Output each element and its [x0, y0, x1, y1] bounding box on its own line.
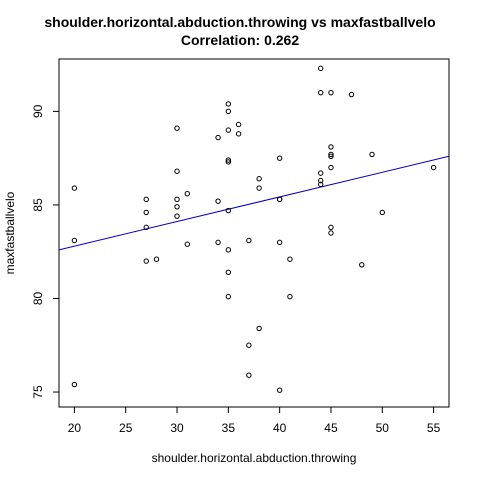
plot-frame: [58, 58, 450, 408]
x-tick-label: 55: [427, 421, 441, 435]
data-point: [318, 181, 324, 188]
data-point: [318, 170, 324, 176]
data-point: [328, 230, 334, 236]
data-point: [328, 153, 334, 159]
data-point: [328, 151, 334, 158]
y-tick-label: 85: [31, 198, 45, 212]
x-tick-label: 35: [222, 421, 236, 435]
y-tick-label: 80: [31, 291, 45, 305]
x-tick-label: 50: [376, 421, 390, 435]
data-point: [225, 108, 232, 115]
data-point: [379, 209, 385, 216]
data-point: [71, 237, 78, 244]
data-point: [287, 293, 293, 300]
regression-line: [58, 155, 450, 251]
y-tick-label: 90: [31, 104, 45, 118]
data-point: [184, 241, 190, 247]
data-point: [153, 256, 160, 262]
data-point: [348, 91, 355, 98]
data-point: [225, 157, 232, 163]
data-point: [318, 65, 324, 72]
data-point: [359, 262, 365, 268]
data-point: [225, 269, 232, 275]
data-point: [276, 196, 283, 203]
data-point: [276, 155, 283, 161]
y-axis-label: maxfastballvelo: [3, 191, 17, 274]
data-point: [71, 185, 78, 191]
x-tick-label: 40: [273, 421, 287, 435]
data-point: [276, 387, 283, 393]
data-point: [143, 224, 149, 231]
data-point: [174, 213, 180, 219]
data-point: [328, 144, 334, 150]
data-point: [225, 207, 232, 214]
data-point: [256, 176, 262, 182]
data-point: [143, 209, 149, 216]
data-point: [225, 293, 232, 300]
chart-title: shoulder.horizontal.abduction.throwing v…: [44, 14, 435, 30]
x-tick-label: 20: [68, 421, 82, 435]
data-point: [246, 237, 252, 244]
data-point: [215, 239, 221, 246]
data-point: [71, 381, 78, 388]
data-point: [369, 151, 375, 158]
data-point: [246, 342, 252, 348]
data-point: [174, 125, 180, 131]
data-point: [328, 89, 334, 96]
data-point: [215, 198, 221, 204]
data-points: [71, 65, 437, 393]
data-point: [184, 191, 190, 197]
x-axis: 20 25 30 35 40 45 50 55: [68, 407, 441, 435]
data-point: [143, 196, 149, 203]
data-point: [430, 164, 437, 171]
data-point: [276, 239, 283, 246]
data-point: [225, 127, 232, 133]
data-point: [235, 121, 242, 128]
data-point: [174, 204, 180, 210]
data-point: [235, 131, 242, 137]
x-axis-label: shoulder.horizontal.abduction.throwing: [152, 451, 357, 465]
regression-line-group: [58, 155, 450, 251]
y-axis: 75 80 85 90: [31, 104, 59, 399]
data-point: [256, 185, 262, 191]
data-point: [215, 134, 221, 141]
chart-subtitle: Correlation: 0.262: [181, 32, 299, 48]
data-point: [328, 224, 334, 231]
data-point: [225, 159, 232, 165]
data-point: [225, 101, 232, 107]
x-tick-label: 25: [119, 421, 133, 435]
data-point: [328, 164, 334, 171]
y-tick-label: 75: [31, 385, 45, 399]
data-point: [256, 325, 262, 332]
data-point: [287, 256, 293, 262]
data-point: [174, 196, 180, 203]
data-point: [318, 177, 324, 184]
x-tick-label: 45: [324, 421, 338, 435]
data-point: [143, 258, 149, 264]
data-point: [174, 168, 180, 174]
x-tick-label: 30: [170, 421, 184, 435]
data-point: [225, 247, 232, 253]
data-point: [318, 89, 324, 96]
data-point: [246, 372, 252, 378]
